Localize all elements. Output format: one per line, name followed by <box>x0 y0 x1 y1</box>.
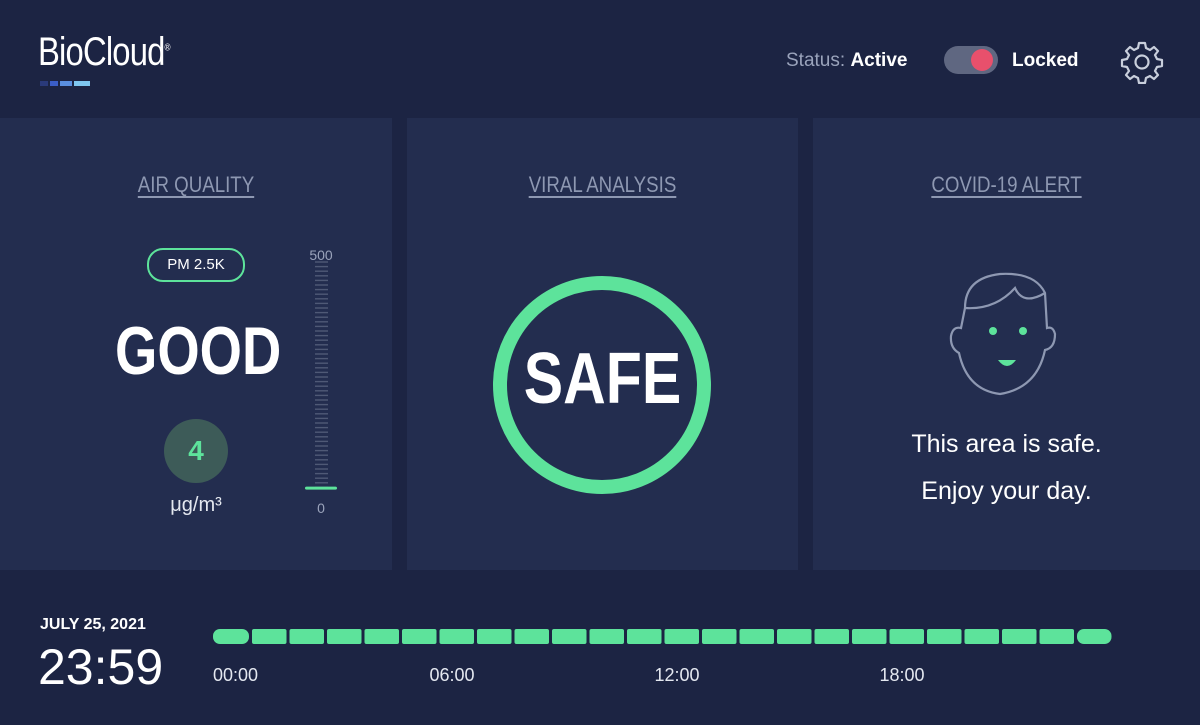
clock: 23:59 <box>38 639 164 695</box>
gauge-max: 500 <box>309 247 333 263</box>
timeline-segment <box>1077 629 1112 644</box>
viral-panel <box>407 118 798 570</box>
status-value: Active <box>850 50 908 71</box>
timeline-segment <box>327 629 362 644</box>
timeline-label: 06:00 <box>429 665 474 685</box>
timeline-segment <box>777 629 812 644</box>
timeline-segment <box>889 629 924 644</box>
panel-title: AIR QUALITY <box>137 172 255 197</box>
gauge-level <box>305 486 337 490</box>
timeline-segment <box>852 629 887 644</box>
timeline-segment <box>664 629 699 644</box>
timeline-segment <box>627 629 662 644</box>
pm-value: 4 <box>164 419 228 483</box>
timeline-segment <box>964 629 999 644</box>
status: Status: Active <box>786 50 907 72</box>
timeline-segment <box>289 629 324 644</box>
timeline-label: 18:00 <box>879 665 924 685</box>
timeline-segment <box>1039 629 1074 644</box>
logo-mark: ® <box>164 42 171 54</box>
gauge-min: 0 <box>317 500 325 516</box>
lock-toggle[interactable] <box>944 44 998 76</box>
timeline-segment <box>739 629 774 644</box>
face-icon <box>949 272 1057 396</box>
message-line: This area is safe. <box>911 430 1102 458</box>
covid-panel <box>813 118 1200 570</box>
date: JULY 25, 2021 <box>40 616 146 633</box>
timeline: 00:00 06:00 12:00 18:00 <box>213 629 1112 685</box>
rating: GOOD <box>115 313 282 389</box>
safe-ring <box>493 276 711 494</box>
timeline-segment <box>552 629 587 644</box>
panel-title: COVID-19 ALERT <box>931 172 1082 197</box>
timeline-segment <box>364 629 399 644</box>
timeline-segment <box>589 629 624 644</box>
timeline-segment <box>213 629 249 644</box>
timeline-segment <box>514 629 549 644</box>
panel-title: VIRAL ANALYSIS <box>528 172 677 197</box>
logo-text: BioCloud <box>38 30 165 74</box>
timeline-label: 00:00 <box>213 665 258 685</box>
timeline-label: 12:00 <box>654 665 699 685</box>
message-line: Enjoy your day. <box>921 477 1092 505</box>
timeline-segment <box>1002 629 1037 644</box>
timeline-segment <box>927 629 962 644</box>
timeline-segment <box>402 629 437 644</box>
timeline-segment <box>702 629 737 644</box>
timeline-segment <box>477 629 512 644</box>
timeline-segment <box>814 629 849 644</box>
unit: μg/m³ <box>170 494 222 516</box>
logo: BioCloud® <box>38 30 171 75</box>
status-label: Status: <box>786 50 846 71</box>
air-quality-panel <box>0 118 392 570</box>
logo-bar <box>40 81 90 86</box>
lock-label: Locked <box>1012 50 1079 71</box>
settings-button[interactable] <box>1120 40 1164 84</box>
gauge: 500 0 <box>305 247 337 516</box>
timeline-segment <box>439 629 474 644</box>
pm-pill: PM 2.5K <box>147 248 245 282</box>
timeline-segment <box>252 629 287 644</box>
result: SAFE <box>523 339 682 419</box>
